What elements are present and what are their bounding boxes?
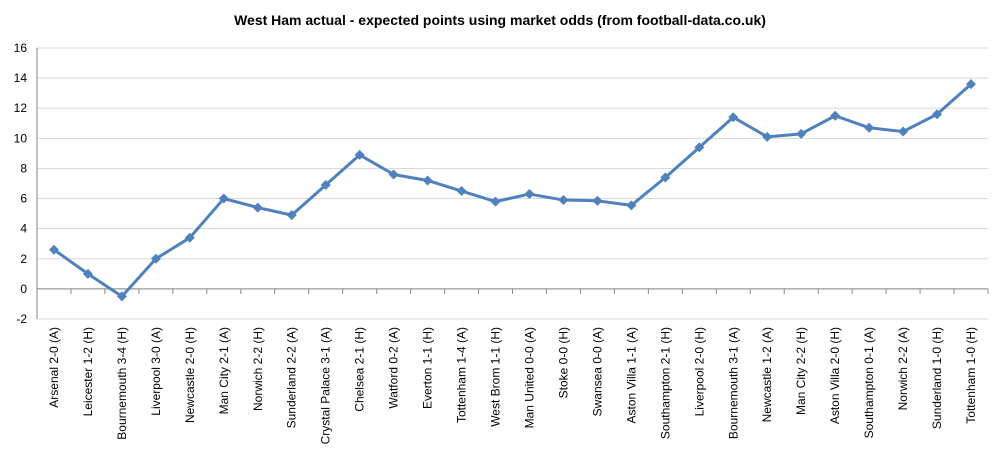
data-point-marker [592,195,603,206]
data-point-marker [898,126,909,137]
y-tick-label: 14 [14,71,28,85]
x-tick-label: Liverpool 3-0 (A) [149,327,163,416]
data-point-marker [116,291,127,302]
x-tick-label: Everton 1-1 (H) [421,327,435,409]
data-point-marker [660,172,671,183]
series-line [52,82,973,298]
data-point-marker [864,122,875,133]
data-point-marker [524,189,535,200]
data-point-marker [252,202,263,213]
y-tick-label: 16 [14,41,28,55]
x-tick-label: Arsenal 2-0 (A) [47,327,61,408]
data-point-marker [320,180,331,191]
x-tick-label: Bournemouth 3-4 (H) [115,327,129,440]
x-tick-label: Chelsea 2-1 (H) [353,327,367,412]
data-point-marker [456,186,467,197]
y-axis-tick-labels: -2 0 2 4 6 8 10 12 14 16 [14,41,28,326]
x-tick-label: Aston Villa 1-1 (A) [624,327,638,424]
x-tick-label: Stoke 0-0 (H) [556,327,570,398]
data-point-marker [422,175,433,186]
data-point-marker [762,131,773,142]
y-tick-label: 10 [14,131,28,145]
x-tick-label: Sunderland 1-0 (H) [930,327,944,429]
x-tick-label: Swansea 0-0 (A) [590,327,604,416]
data-point-marker [354,149,365,160]
x-tick-label: Crystal Palace 3-1 (A) [319,327,333,444]
data-point-marker [184,232,195,243]
x-tick-label: Tottenham 1-0 (H) [964,327,978,424]
y-tick-label: 2 [20,252,27,266]
x-tick-label: West Brom 1-1 (H) [489,327,503,427]
gridlines [37,47,988,320]
y-tick-label: -2 [16,312,27,326]
x-tick-label: Leicester 1-2 (H) [81,327,95,416]
data-point-marker [728,112,739,123]
x-tick-label: Southampton 2-1 (H) [658,327,672,439]
x-tick-label: Man City 2-1 (A) [217,327,231,414]
x-tick-label: Man City 2-2 (H) [794,327,808,415]
data-point-marker [796,128,807,139]
x-tick-label: Norwich 2-2 (A) [896,327,910,410]
data-point-marker [388,169,399,180]
data-point-marker [48,244,59,255]
data-point-marker [150,253,161,264]
data-point-marker [82,268,93,279]
x-tick-label: Tottenham 1-4 (A) [455,327,469,423]
data-point-marker [830,110,841,121]
x-tick-label: Watford 0-2 (A) [387,327,401,409]
data-point-marker [966,79,977,90]
y-tick-label: 8 [20,161,27,175]
x-tick-label: Man United 0-0 (A) [522,327,536,428]
y-tick-label: 6 [20,192,27,206]
axes [36,48,989,319]
data-point-marker [490,196,501,207]
data-point-marker [694,142,705,153]
data-point-marker [218,193,229,204]
x-tick-label: Southampton 0-1 (A) [862,327,876,438]
x-axis-tick-labels: Arsenal 2-0 (A) Leicester 1-2 (H) Bournemo… [47,327,978,444]
x-tick-label: Bournemouth 3-1 (A) [726,327,740,439]
x-tick-label: Aston Villa 2-0 (H) [828,327,842,424]
x-tick-label: Newcastle 2-0 (H) [183,327,197,423]
chart-title: West Ham actual - expected points using … [234,12,766,28]
y-tick-label: 0 [20,282,27,296]
y-tick-label: 12 [14,101,28,115]
x-tick-label: Liverpool 2-0 (H) [692,327,706,416]
data-point-marker [626,200,637,211]
y-tick-label: 4 [20,222,27,236]
x-tick-label: Sunderland 2-2 (A) [285,327,299,428]
x-tick-label: Newcastle 1-2 (A) [760,327,774,422]
series-layer [48,79,977,302]
data-point-marker [558,195,569,206]
data-point-marker [286,210,297,221]
data-point-marker [932,109,943,120]
x-tick-label: Norwich 2-2 (H) [251,327,265,411]
